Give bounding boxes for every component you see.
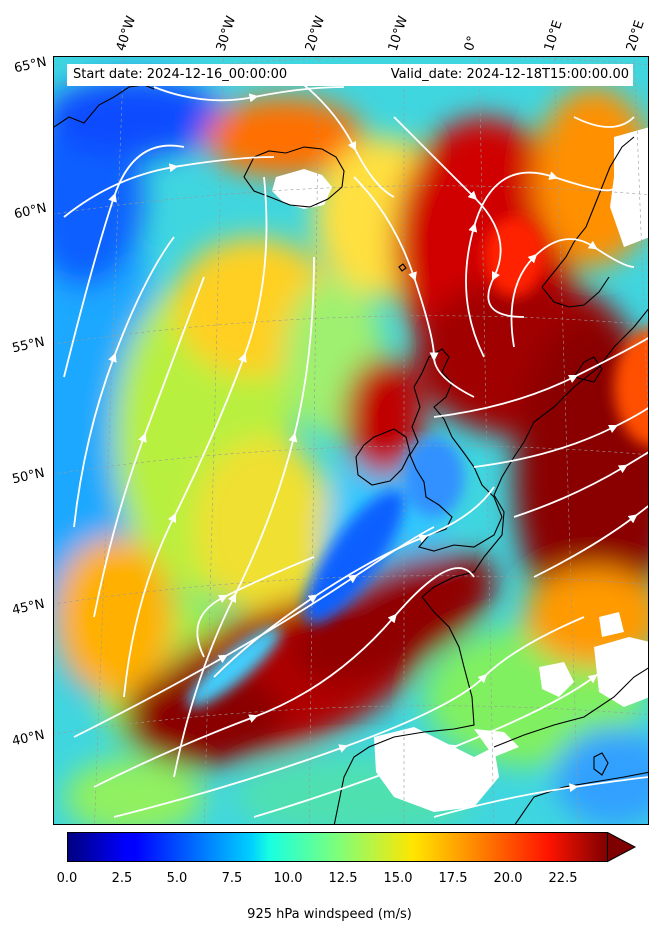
missing-data-areas: [272, 127, 648, 812]
lat-label-45n: 45°N: [10, 596, 46, 619]
lon-label-20e: 20°E: [623, 18, 648, 53]
colorbar-tick: 10.0: [273, 871, 303, 886]
colorbar-tick: 2.5: [111, 871, 133, 886]
valid-date-label: Valid_date: 2024-12-18T15:00:00.00: [390, 67, 629, 82]
colorbar-tick: 22.5: [548, 871, 578, 886]
wind-map-canvas: [54, 57, 648, 824]
lon-label-30w: 30°W: [213, 14, 240, 53]
lat-label-60n: 60°N: [12, 200, 48, 223]
colorbar: [67, 832, 637, 863]
colorbar-tick: 12.5: [328, 871, 358, 886]
colorbar-extend-arrow: [607, 832, 637, 863]
colorbar-tick: 20.0: [493, 871, 523, 886]
colorbar-label: 925 hPa windspeed (m/s): [247, 907, 412, 922]
lon-label-0: 0°: [461, 34, 481, 53]
lon-label-40w: 40°W: [113, 14, 140, 53]
start-date-label: Start date: 2024-12-16_00:00:00: [73, 67, 288, 82]
colorbar-tick: 7.5: [221, 871, 243, 886]
colorbar-tick: 5.0: [166, 871, 188, 886]
streamlines: [63, 76, 648, 818]
lat-label-55n: 55°N: [10, 334, 46, 357]
lon-label-10w: 10°W: [385, 14, 412, 53]
lat-label-40n: 40°N: [10, 727, 46, 750]
colorbar-tick: 17.5: [438, 871, 468, 886]
lat-label-65n: 65°N: [12, 54, 48, 77]
colorbar-gradient: [67, 832, 608, 862]
colorbar-tick: 15.0: [383, 871, 413, 886]
lat-label-50n: 50°N: [10, 465, 46, 488]
wind-map: [53, 56, 649, 825]
info-bar: Start date: 2024-12-16_00:00:00 Valid_da…: [67, 64, 633, 86]
colorbar-tick: 0.0: [56, 871, 78, 886]
wind-field-blobs: [54, 77, 648, 824]
lon-label-10e: 10°E: [541, 18, 566, 53]
lon-label-20w: 20°W: [302, 14, 329, 53]
